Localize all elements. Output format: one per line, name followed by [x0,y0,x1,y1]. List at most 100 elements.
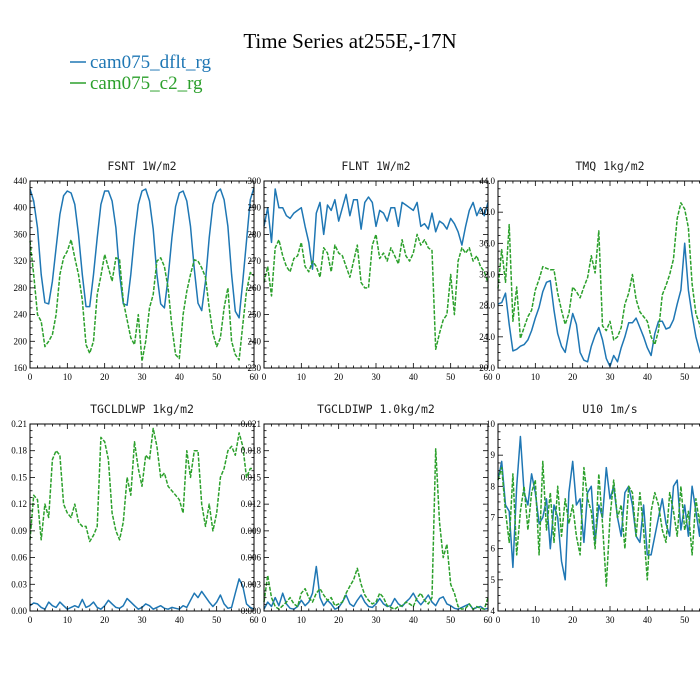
y-tick-label: 28.0 [479,301,495,311]
axes-frame [263,423,489,612]
y-tick-label: 4 [491,606,496,616]
x-tick-label: 50 [212,615,222,625]
y-tick-label: 6 [491,544,496,554]
y-tick-label: 10 [486,419,496,429]
x-tick-label: 0 [28,615,33,625]
x-tick-label: 30 [372,372,382,382]
y-tick-label: 0.018 [241,446,262,456]
x-tick-label: 30 [138,372,148,382]
x-tick-label: 50 [680,372,690,382]
series-line-2 [497,460,700,587]
panel-title: TGCLDIWP 1.0kg/m2 [317,402,435,416]
y-tick-label: 0.003 [241,579,262,589]
y-tick-label: 0.15 [11,472,27,482]
x-tick-label: 30 [606,372,616,382]
y-tick-label: 270 [248,256,262,266]
axes-frame [29,423,255,612]
y-tick-label: 240 [14,310,28,320]
series-line-1 [497,435,700,581]
x-tick-label: 40 [409,615,419,625]
figure-title: Time Series at255E,-17N [243,29,456,53]
y-tick-label: 290 [248,203,262,213]
x-tick-label: 10 [297,372,307,382]
chart-panel-6: U10 1m/s 0 10 20 30 40 50 604 5 6 7 8 9 10 [486,402,700,625]
x-tick-label: 0 [496,615,501,625]
y-tick-label: 160 [14,363,28,373]
y-tick-label: 5 [491,575,496,585]
x-tick-label: 20 [334,372,344,382]
series-line-2 [263,233,489,351]
series-line-2 [497,202,700,346]
x-tick-label: 20 [100,372,110,382]
y-tick-label: 0.18 [11,446,27,456]
panel-title: FLNT 1W/m2 [341,159,410,173]
x-tick-label: 50 [680,615,690,625]
x-tick-label: 60 [484,615,494,625]
axes-frame [497,423,700,612]
chart-panel-2: FLNT 1W/m20 10 20 30 40 50 6023024025026027028… [248,159,494,382]
x-tick-label: 30 [138,615,148,625]
x-tick-label: 30 [606,615,616,625]
series-line-2 [29,427,254,543]
y-tick-label: 44.0 [479,176,495,186]
y-tick-label: 300 [248,176,262,186]
legend-label-series2: cam075_c2_rg [90,73,203,94]
y-tick-label: 32.0 [479,270,495,280]
x-tick-label: 40 [643,615,653,625]
y-tick-label: 40.0 [479,207,495,217]
y-tick-label: 0.021 [241,419,261,429]
x-tick-label: 20 [568,615,578,625]
y-tick-label: 0.006 [241,553,262,563]
x-tick-label: 50 [212,372,222,382]
x-tick-label: 20 [100,615,110,625]
x-tick-label: 40 [175,615,185,625]
series-line-1 [263,565,489,610]
axes-frame [263,180,489,369]
y-tick-label: 280 [248,229,262,239]
y-tick-label: 0.012 [241,499,261,509]
panel-title: U10 1m/s [582,402,637,416]
y-tick-label: 24.0 [479,332,495,342]
x-tick-label: 50 [446,372,456,382]
y-tick-label: 0.06 [11,553,27,563]
series-line-2 [263,448,489,610]
x-tick-label: 0 [496,372,501,382]
y-tick-label: 20.0 [479,363,495,373]
y-tick-label: 400 [14,203,28,213]
x-tick-label: 10 [63,372,73,382]
y-tick-label: 0.015 [241,472,262,482]
y-tick-label: 360 [14,229,28,239]
series-line-2 [29,239,255,363]
y-tick-label: 320 [14,256,28,266]
x-tick-label: 40 [175,372,185,382]
y-tick-label: 7 [491,513,496,523]
y-tick-label: 230 [248,363,262,373]
chart-panel-5: TGCLDIWP 1.0kg/m20 10 20 30 40 50 600.0000.003… [241,402,493,625]
x-tick-label: 60 [484,372,494,382]
x-tick-label: 0 [262,615,267,625]
x-tick-label: 0 [262,372,267,382]
chart-panel-4: TGCLDLWP 1kg/m2 0 10 20 30 40 50 60 0.00 0.03 0.06… [11,402,259,625]
x-tick-label: 10 [297,615,307,625]
y-tick-label: 200 [14,336,28,346]
y-tick-label: 0.09 [11,526,27,536]
y-tick-label: 0.00 [11,606,27,616]
y-tick-label: 36.0 [479,238,495,248]
axes-frame [29,180,255,369]
series-line-1 [263,188,489,270]
x-tick-label: 20 [568,372,578,382]
panels: FSNT 1W/m20 10 20 30 40 50 6016020024028032036… [11,159,700,625]
y-tick-label: 0.21 [11,419,27,429]
panel-title: FSNT 1W/m2 [107,159,176,173]
chart-panel-1: FSNT 1W/m2 0 10 20 30 40 50 60 160 200 240 280 320 36… [14,159,260,382]
y-tick-label: 260 [248,283,262,293]
y-tick-label: 440 [14,176,28,186]
y-tick-label: 9 [491,450,496,460]
x-tick-label: 10 [531,372,541,382]
y-tick-label: 8 [491,481,496,491]
x-tick-label: 10 [63,615,73,625]
x-tick-label: 0 [28,372,33,382]
series-line-1 [497,242,700,368]
x-tick-label: 30 [372,615,382,625]
